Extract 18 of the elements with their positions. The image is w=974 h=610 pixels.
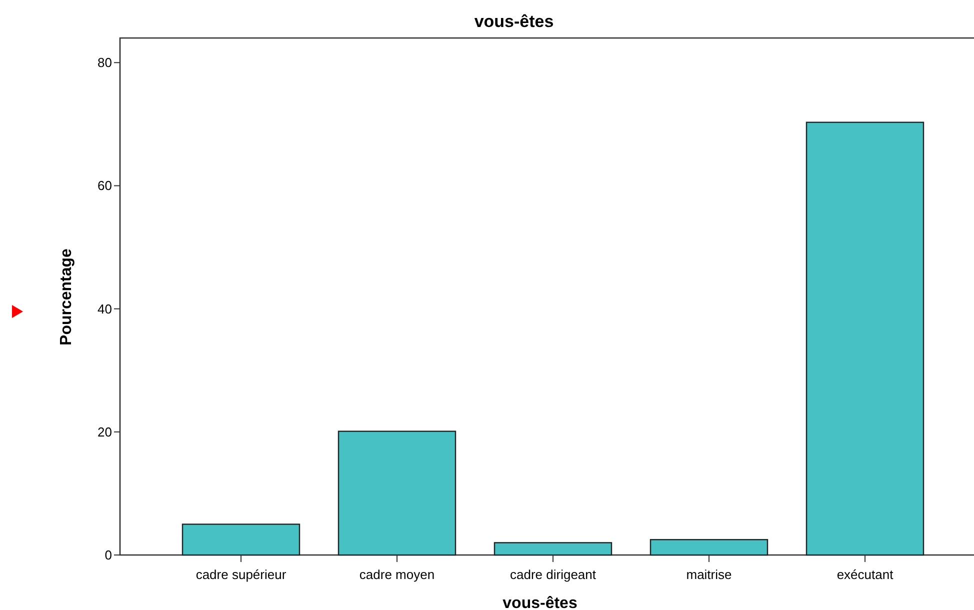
bar xyxy=(338,430,456,556)
y-tick-label: 0 xyxy=(104,548,112,562)
x-tick-label: cadre supérieur xyxy=(196,567,287,582)
bar xyxy=(650,539,768,556)
bar xyxy=(494,542,612,556)
bar xyxy=(182,524,300,556)
y-tick-label: 80 xyxy=(98,55,112,70)
y-axis-title: Pourcentage xyxy=(58,248,75,346)
x-tick-label: exécutant xyxy=(836,567,894,582)
y-tick-label: 20 xyxy=(98,424,112,440)
x-tick-label: cadre dirigeant xyxy=(510,567,596,582)
chart-title: vous-êtes xyxy=(474,12,554,31)
y-tick-label: 60 xyxy=(98,178,112,194)
x-tick-label: maitrise xyxy=(686,567,732,582)
bar xyxy=(806,122,924,556)
x-axis-title: vous-êtes xyxy=(502,595,578,610)
x-tick-label: cadre moyen xyxy=(359,567,435,582)
y-tick-label: 40 xyxy=(98,301,112,316)
